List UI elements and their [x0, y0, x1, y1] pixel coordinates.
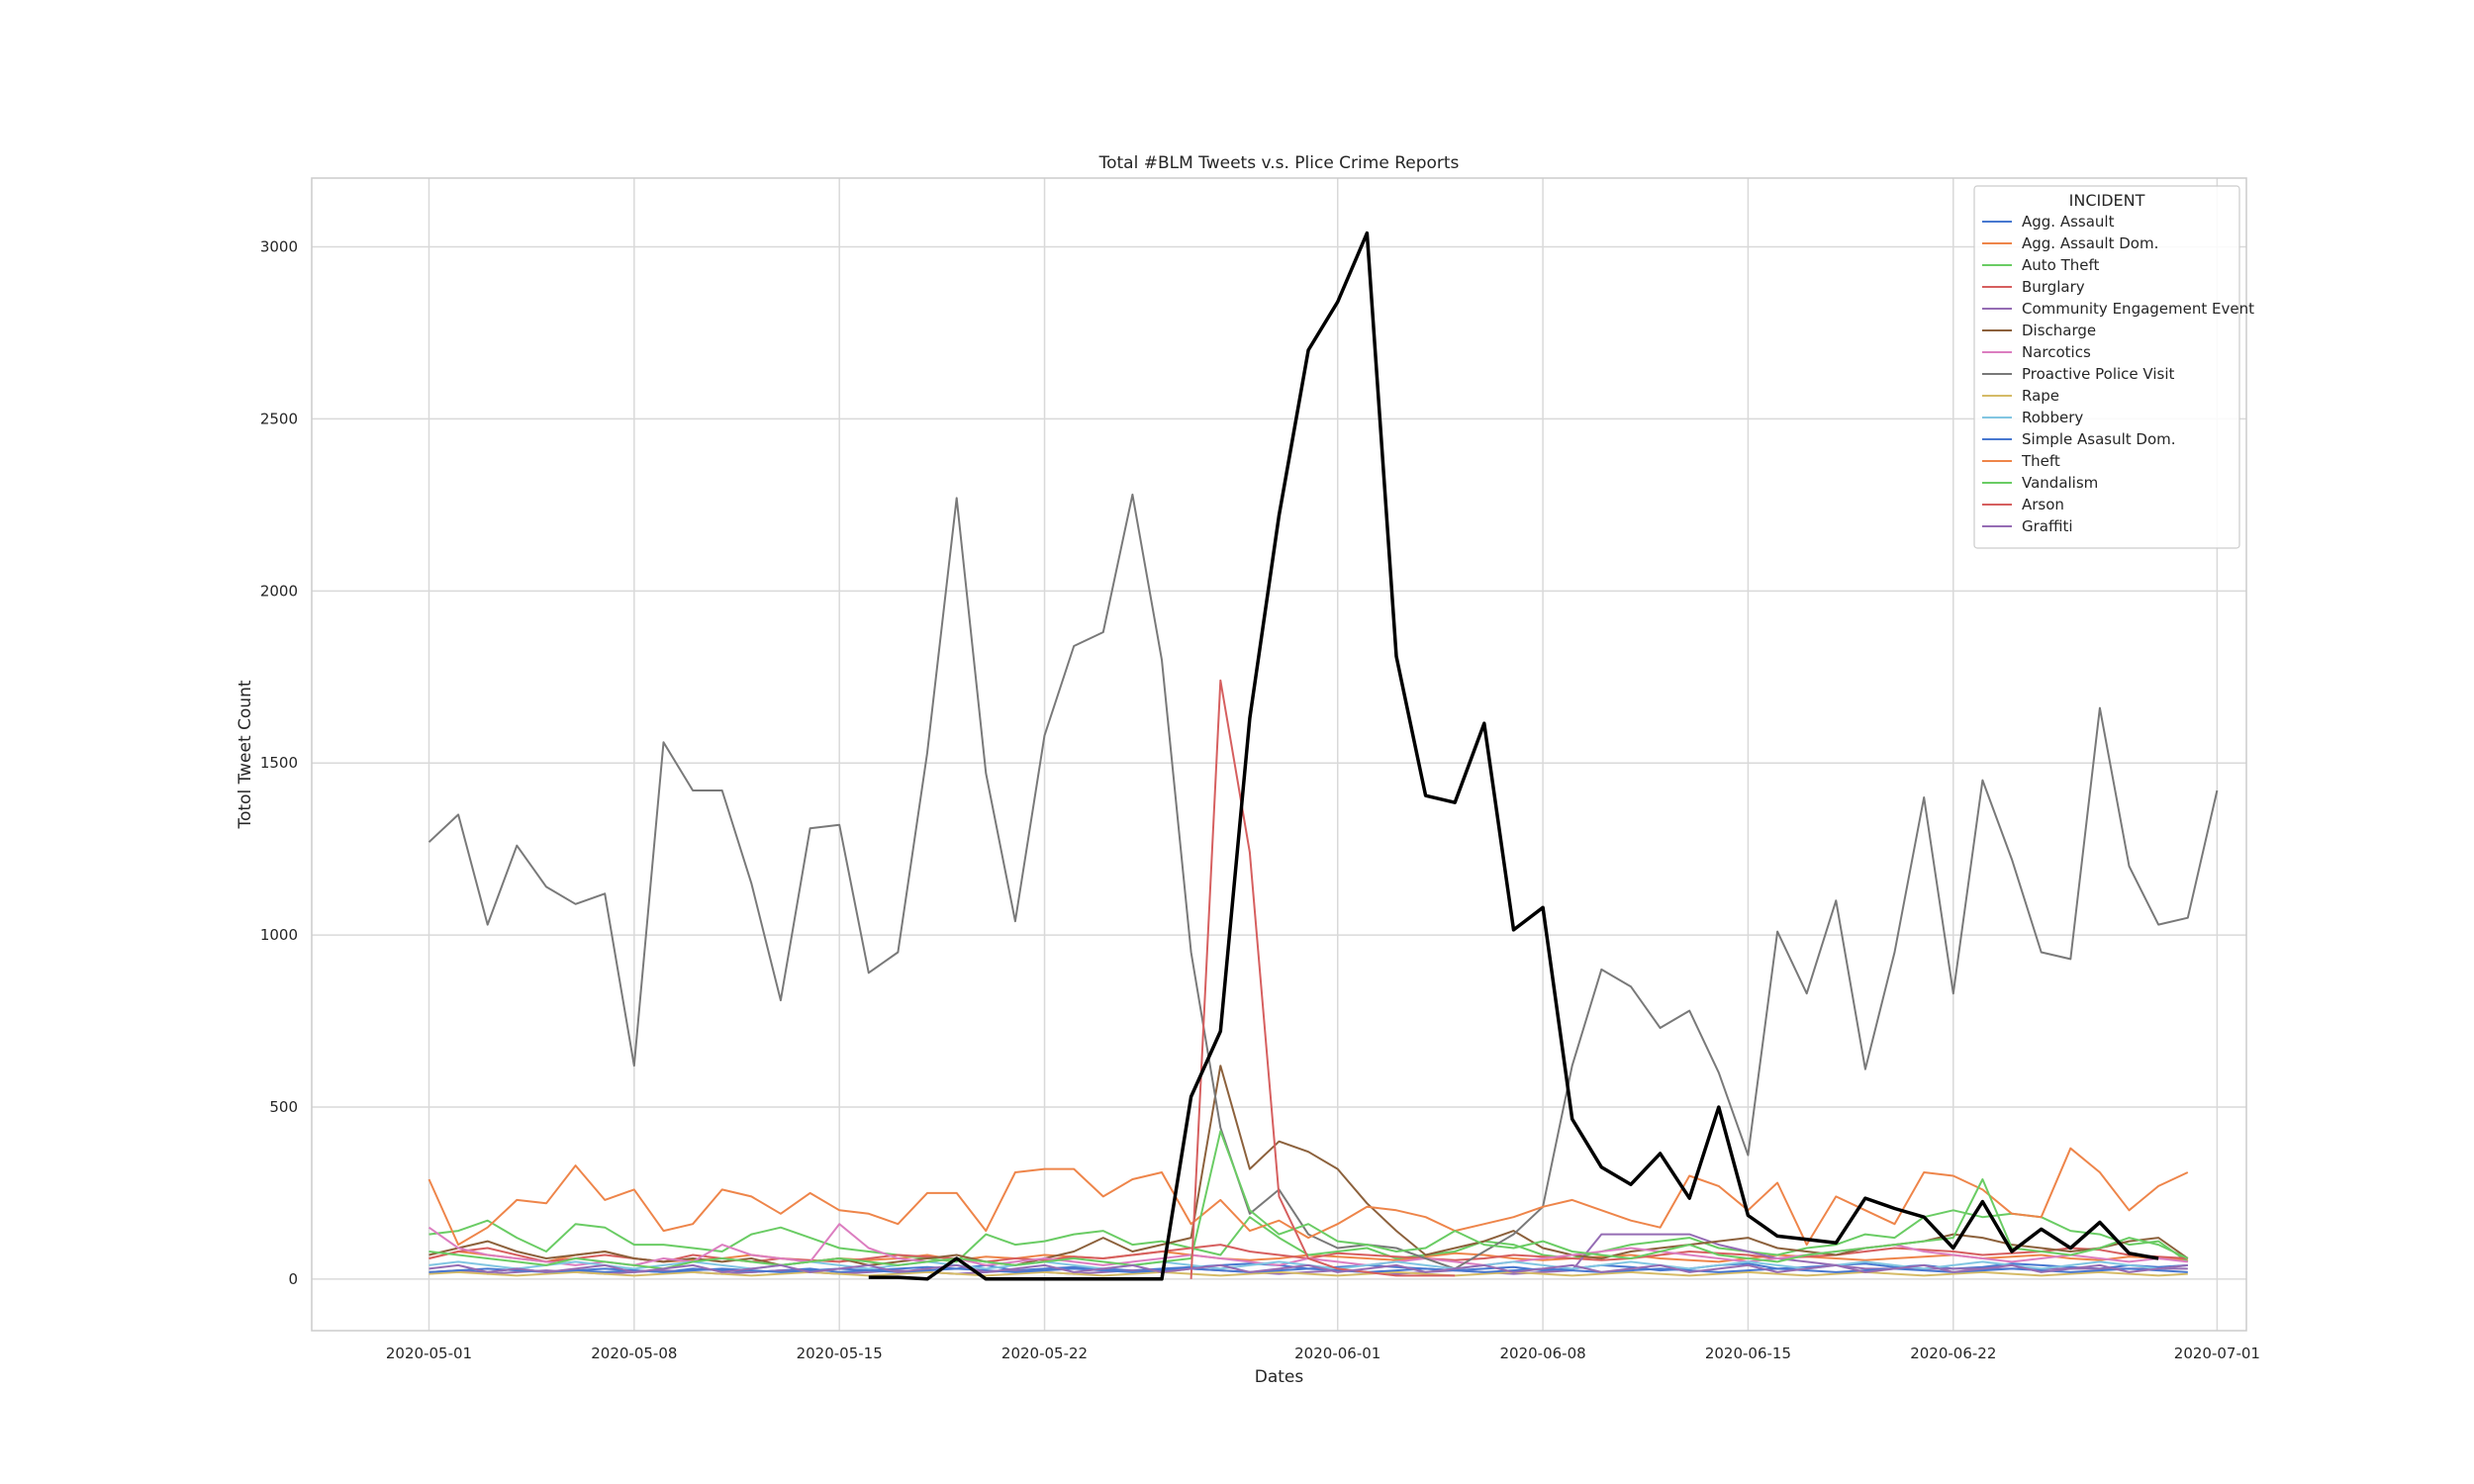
series-line-14 — [428, 1263, 2188, 1273]
x-tick-label: 2020-06-08 — [1499, 1345, 1585, 1362]
y-tick-label: 0 — [288, 1270, 298, 1288]
legend: INCIDENT Agg. Assault Agg. Assault Dom. Au… — [1973, 185, 2254, 549]
legend-box — [1973, 185, 2240, 549]
x-tick-label: 2020-05-22 — [1001, 1345, 1088, 1362]
x-axis-ticks: 2020-05-01 2020-05-08 2020-05-15 2020-05-22… — [386, 1345, 2260, 1362]
legend-entry-label: Rape — [2022, 387, 2059, 405]
x-tick-label: 2020-06-01 — [1294, 1345, 1380, 1362]
legend-entry-label: Agg. Assault Dom. — [2022, 234, 2158, 252]
x-tick-label: 2020-05-08 — [591, 1345, 677, 1362]
x-tick-label: 2020-07-01 — [2174, 1345, 2260, 1362]
x-tick-label: 2020-05-01 — [386, 1345, 472, 1362]
x-axis-label: Dates — [1255, 1367, 1304, 1387]
legend-entry-label: Arson — [2022, 496, 2064, 513]
legend-title: INCIDENT — [2069, 191, 2145, 210]
x-tick-label: 2020-06-15 — [1705, 1345, 1791, 1362]
y-axis-label: Totol Tweet Count — [236, 680, 255, 829]
legend-entry-label: Community Engagement Event — [2022, 300, 2254, 318]
y-tick-label: 500 — [269, 1098, 298, 1116]
series-line-12 — [428, 1130, 2189, 1270]
legend-entry-label: Narcotics — [2022, 343, 2091, 361]
legend-entry-label: Agg. Assault — [2022, 213, 2115, 231]
y-tick-label: 1000 — [260, 926, 298, 944]
legend-entry-label: Theft — [2021, 452, 2060, 470]
y-tick-label: 3000 — [260, 238, 298, 256]
x-tick-label: 2020-06-22 — [1910, 1345, 1996, 1362]
legend-entry-label: Auto Theft — [2022, 256, 2100, 274]
y-tick-label: 2000 — [260, 582, 298, 600]
series-lines — [428, 231, 2219, 1281]
legend-entry-label: Discharge — [2022, 322, 2096, 339]
grid — [312, 178, 2246, 1331]
legend-entry-label: Burglary — [2022, 278, 2085, 296]
series-line-2 — [428, 1209, 2189, 1263]
legend-entry-label: Graffiti — [2022, 517, 2073, 535]
y-tick-label: 2500 — [260, 410, 298, 427]
series-line-13 — [1189, 679, 1456, 1279]
x-tick-label: 2020-05-15 — [797, 1345, 883, 1362]
chart-title: Total #BLM Tweets v.s. Plice Crime Repor… — [1098, 153, 1460, 173]
series-line-8 — [428, 1270, 2188, 1277]
legend-entry-label: Simple Asasult Dom. — [2022, 430, 2176, 448]
legend-entry-label: Proactive Police Visit — [2022, 365, 2175, 383]
legend-entry-label: Vandalism — [2022, 474, 2098, 492]
plot-area — [311, 177, 2247, 1332]
series-line-11 — [428, 1147, 2189, 1247]
y-axis-ticks: 0 500 1000 1500 2000 2500 3000 — [260, 238, 298, 1288]
y-tick-label: 1500 — [260, 754, 298, 772]
series-line-7 — [428, 493, 2219, 1270]
legend-entry-label: Robbery — [2022, 409, 2083, 426]
total-tweets-line — [868, 231, 2159, 1281]
legend-items: Agg. Assault Agg. Assault Dom. Auto Theft B… — [1982, 213, 2254, 535]
